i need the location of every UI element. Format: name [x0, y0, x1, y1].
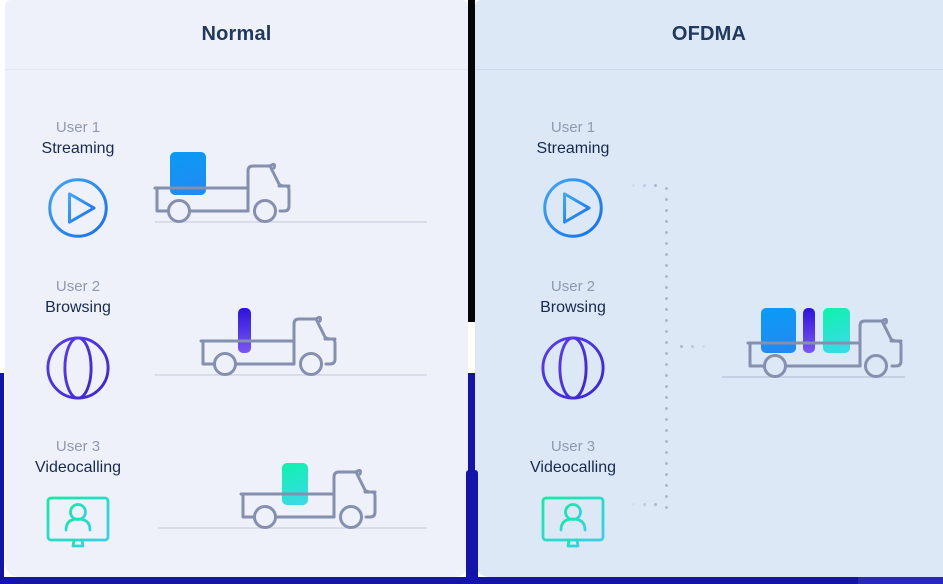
panel-divider-blue-segment: [468, 373, 475, 473]
road-line: [155, 374, 427, 376]
videocall-icon: [508, 495, 638, 560]
normal-user2-block: User 2 Browsing: [13, 277, 143, 406]
user-activity: Browsing: [45, 299, 111, 316]
videocalling-packet: [282, 463, 308, 505]
user-activity: Videocalling: [35, 459, 121, 476]
user-activity: Videocalling: [530, 459, 616, 476]
streaming-packet: [761, 308, 796, 353]
user-activity: Browsing: [540, 299, 606, 316]
panel-divider-black-segment: [468, 0, 475, 322]
normal-user1-block: User 1 Streaming: [13, 118, 143, 245]
dotted-connector-user3: [628, 503, 662, 506]
videocalling-packet: [823, 308, 850, 353]
panel-ofdma-title: OFDMA: [475, 0, 943, 70]
panel-normal: [5, 0, 468, 577]
videocall-icon: [13, 495, 143, 560]
left-edge-blue-strip: [0, 373, 4, 577]
user-label: User 2: [550, 278, 596, 295]
play-icon: [13, 176, 143, 245]
truck-streaming: [152, 148, 297, 223]
user-label: User 1: [55, 119, 101, 136]
globe-icon: [508, 335, 638, 406]
ofdma-user1-block: User 1 Streaming: [508, 118, 638, 245]
dotted-connector-truck: [676, 345, 712, 348]
user-label: User 3: [550, 438, 596, 455]
dotted-connector-user1: [628, 184, 662, 187]
bottom-strip: [0, 577, 943, 584]
bottom-strip-right-segment: [858, 577, 943, 584]
panel-normal-title: Normal: [5, 0, 468, 70]
ofdma-user3-block: User 3 Videocalling: [508, 437, 638, 560]
dotted-connector-vertical: [665, 183, 668, 513]
truck-ofdma-combined: [745, 303, 905, 378]
panel-ofdma: [475, 0, 943, 577]
user-activity: Streaming: [536, 140, 610, 157]
road-line: [722, 376, 905, 378]
globe-icon: [13, 335, 143, 406]
user-activity: Streaming: [41, 140, 115, 157]
user-label: User 1: [550, 119, 596, 136]
ofdma-user2-block: User 2 Browsing: [508, 277, 638, 406]
normal-user3-block: User 3 Videocalling: [13, 437, 143, 560]
truck-videocalling: [238, 454, 383, 529]
road-line: [158, 527, 427, 529]
user-label: User 2: [55, 278, 101, 295]
play-icon: [508, 176, 638, 245]
road-line: [155, 221, 427, 223]
user-label: User 3: [55, 438, 101, 455]
panel-divider-blue-base: [466, 470, 478, 580]
panel-divider-white-segment: [468, 322, 475, 373]
truck-browsing: [198, 301, 343, 376]
